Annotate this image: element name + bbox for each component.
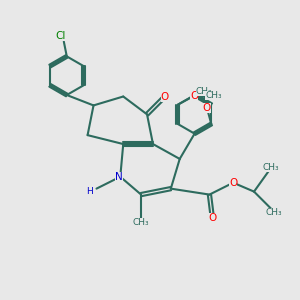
- Text: CH₃: CH₃: [133, 218, 149, 227]
- Text: O: O: [190, 91, 198, 101]
- Text: N: N: [115, 172, 123, 182]
- Text: CH₃: CH₃: [265, 208, 282, 217]
- Text: O: O: [203, 103, 211, 112]
- Text: Cl: Cl: [56, 31, 66, 40]
- Text: O: O: [161, 92, 169, 101]
- Text: O: O: [229, 178, 237, 188]
- Text: O: O: [208, 213, 217, 224]
- Text: H: H: [86, 187, 92, 196]
- Text: CH₃: CH₃: [262, 163, 279, 172]
- Text: CH₃: CH₃: [196, 87, 212, 96]
- Text: CH₃: CH₃: [205, 91, 222, 100]
